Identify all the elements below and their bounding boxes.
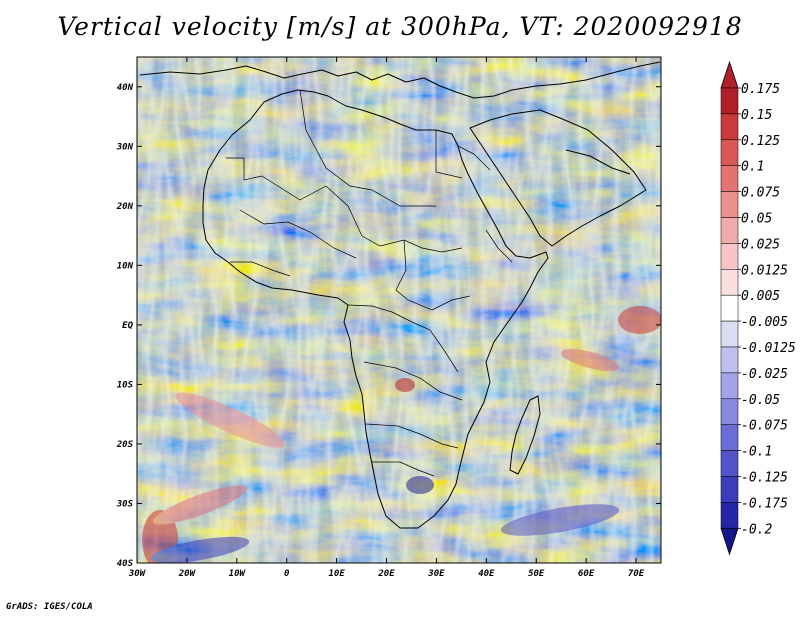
colorbar-label: -0.0125 — [741, 341, 796, 356]
persian-gulf-coast — [565, 149, 631, 175]
africa-coastline — [202, 89, 549, 529]
lon-tick-label: 40E — [478, 569, 495, 579]
lon-tick-label: 20W — [178, 569, 197, 579]
field-highlights — [142, 306, 661, 563]
colorbar-swatch — [720, 320, 739, 348]
lon-tick-label: 60E — [578, 569, 595, 579]
colorbar-label: -0.1 — [741, 445, 772, 460]
lat-tick-30N: 30N — [116, 142, 661, 152]
country-borders — [226, 89, 513, 477]
lat-tick-label: 10N — [117, 261, 134, 271]
lat-tick-label: 20S — [116, 440, 134, 450]
colorbar-top-arrow — [720, 60, 739, 89]
colorbar-swatch — [720, 243, 739, 270]
lat-tick-40S: 40S — [117, 559, 661, 569]
arabia-coastline — [469, 109, 647, 247]
colorbar-label: 0.005 — [741, 289, 780, 304]
lon-tick-20W: 20W — [178, 57, 197, 579]
lat-tick-label: 10S — [117, 380, 134, 390]
lat-tick-EQ: EQ — [122, 321, 661, 331]
chart-title: Vertical velocity [m/s] at 300hPa, VT: 2… — [57, 12, 743, 41]
colorbar-swatch — [720, 476, 739, 503]
colorbar-swatch — [720, 398, 739, 425]
colorbar-label: -0.175 — [741, 496, 788, 511]
colorbar-label: -0.075 — [741, 419, 788, 434]
longitude-ticks: 30W 20W 10W 0 10E 20E 30E 40E 50E 60E 70E — [128, 57, 645, 579]
colorbar-swatch — [720, 139, 739, 166]
colorbar-label: 0.175 — [741, 82, 780, 97]
colorbar-label: 0.125 — [741, 134, 780, 149]
lon-tick-30E: 30E — [427, 57, 445, 579]
lat-tick-40N: 40N — [117, 83, 661, 93]
colorbar-bottom-arrow — [720, 527, 739, 556]
colorbar-swatch — [720, 294, 739, 322]
field-streaks — [137, 57, 661, 563]
lat-tick-label: EQ — [122, 321, 133, 331]
colorbar-label: -0.05 — [741, 393, 780, 408]
colorbar-label: -0.025 — [741, 367, 788, 382]
colorbar-swatch — [720, 424, 739, 451]
colorbar-swatch — [720, 269, 739, 296]
lat-tick-label: 30S — [116, 499, 134, 509]
lat-tick-label: 20N — [116, 202, 134, 212]
colorbar-swatch — [720, 113, 739, 141]
latitude-ticks: 40N 30N 20N 10N EQ 10S 20S 30S 40S — [116, 83, 661, 569]
colorbar-label: -0.125 — [741, 471, 788, 486]
lon-tick-10W: 10W — [229, 57, 247, 579]
lat-tick-label: 40N — [117, 83, 134, 93]
colorbar-swatch — [720, 346, 739, 374]
colorbar-label: -0.2 — [741, 522, 772, 537]
colorbar-swatch — [720, 217, 739, 244]
lat-tick-20S: 20S — [116, 440, 661, 450]
lon-tick-40E: 40E — [478, 57, 495, 579]
lat-tick-10N: 10N — [117, 261, 661, 271]
colorbar-swatch — [720, 87, 739, 115]
coastlines — [139, 61, 661, 529]
lon-tick-label: 70E — [628, 569, 645, 579]
colorbar-swatch — [720, 191, 739, 218]
colorbar-label: 0.025 — [741, 237, 780, 252]
lat-tick-30S: 30S — [116, 499, 661, 509]
colorbar-swatch — [720, 372, 739, 400]
colorbar-label: 0.075 — [741, 186, 780, 201]
lon-tick-label: 10W — [229, 569, 247, 579]
colorbar: 0.175 0.15 0.125 0.1 0.075 0.05 0.025 0.0125 0.0… — [720, 60, 796, 556]
lon-tick-30W: 30W — [128, 57, 147, 579]
lat-tick-10S: 10S — [117, 380, 661, 390]
lat-tick-label: 30N — [116, 142, 134, 152]
colorbar-label: -0.005 — [741, 315, 788, 330]
lon-tick-70E: 70E — [628, 57, 645, 579]
madagascar-coastline — [509, 395, 541, 475]
colorbar-label: 0.15 — [741, 108, 772, 123]
lon-tick-label: 30W — [128, 569, 147, 579]
lon-tick-label: 10E — [328, 569, 345, 579]
colorbar-label: 0.05 — [741, 212, 772, 227]
colorbar-swatch — [720, 502, 739, 529]
colorbar-swatch — [720, 450, 739, 477]
map-plot-area — [137, 57, 661, 563]
lon-tick-label: 0 — [284, 569, 290, 579]
europe-coastline — [139, 61, 661, 99]
lon-tick-label: 20E — [377, 569, 395, 579]
lon-tick-50E: 50E — [528, 57, 545, 579]
lon-tick-60E: 60E — [578, 57, 595, 579]
lat-tick-20N: 20N — [116, 202, 661, 212]
map-frame — [136, 56, 662, 564]
colorbar-label: 0.1 — [741, 160, 764, 175]
footer-credit: GrADS: IGES/COLA — [6, 602, 93, 612]
lat-tick-label: 40S — [117, 559, 134, 569]
colorbar-swatch — [720, 165, 739, 192]
lon-tick-label: 50E — [528, 569, 545, 579]
lon-tick-label: 30E — [427, 569, 445, 579]
lon-tick-10E: 10E — [328, 57, 345, 579]
lon-tick-20E: 20E — [377, 57, 395, 579]
colorbar-label: 0.0125 — [741, 263, 788, 278]
lon-tick-0: 0 — [284, 57, 290, 579]
